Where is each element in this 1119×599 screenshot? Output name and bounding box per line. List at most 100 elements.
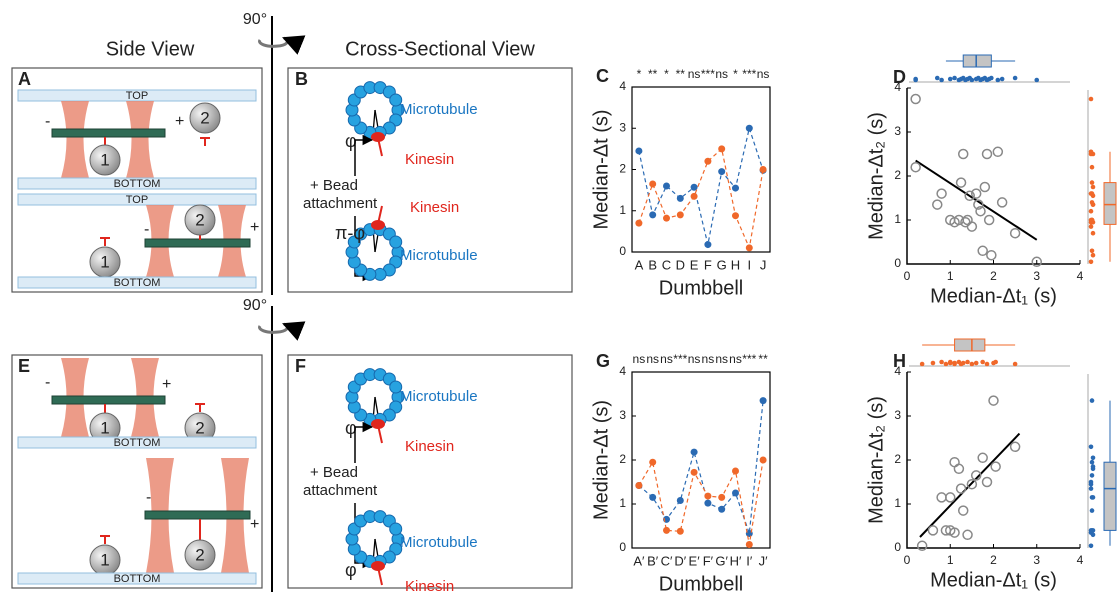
y-axis-label: Median-Δt₂ (s) — [865, 396, 887, 524]
marginal-dot — [1090, 218, 1095, 223]
marginal-dot — [1013, 362, 1018, 367]
marginal-dot — [913, 77, 918, 82]
data-point — [635, 482, 642, 489]
data-point — [677, 211, 684, 218]
data-point — [718, 145, 725, 152]
marginal-dot — [1091, 185, 1096, 190]
x-tick-label: B′ — [647, 553, 659, 568]
y-tick-label: 0 — [894, 256, 901, 270]
y-tick-label: 3 — [619, 408, 626, 422]
attachment-label: attachment — [303, 482, 378, 499]
x-tick-label: 4 — [1077, 553, 1084, 567]
marginal-dot — [1090, 180, 1095, 185]
data-point — [918, 541, 927, 550]
data-point — [635, 147, 642, 154]
marginal-dot — [920, 362, 925, 367]
marginal-dot — [974, 361, 979, 366]
polarity: + — [250, 516, 259, 533]
significance: * — [637, 67, 642, 81]
marginal-dot — [1091, 231, 1096, 236]
y-tick-label: 4 — [619, 79, 626, 93]
data-point — [704, 241, 711, 248]
marginal-dot — [944, 362, 949, 367]
marginal-dot — [1013, 76, 1018, 81]
series-line — [639, 128, 763, 244]
figure: Side ViewCross-Sectional View90°90°ATOP-… — [0, 0, 1119, 599]
y-tick-label: 2 — [894, 168, 901, 182]
marginal-dot — [970, 362, 975, 367]
data-point — [967, 222, 976, 231]
polarity: + — [250, 219, 259, 236]
x-tick-label: C — [662, 257, 671, 272]
rotation-arrow — [260, 324, 288, 332]
data-point — [663, 183, 670, 190]
data-point — [950, 458, 959, 467]
data-point — [732, 212, 739, 219]
rotation-label: 90° — [243, 11, 267, 28]
x-tick-label: H — [731, 257, 740, 272]
kinesin-label: Kinesin — [410, 199, 459, 216]
marginal-dot — [1090, 398, 1095, 403]
marginal-dot — [931, 361, 936, 366]
wall-label: TOP — [126, 194, 148, 206]
y-axis-label: Median-Δt₂ (s) — [865, 112, 887, 240]
data-point — [732, 185, 739, 192]
bead-label: 1 — [100, 150, 109, 169]
x-tick-label: 0 — [904, 269, 911, 283]
data-point — [760, 457, 767, 464]
y-tick-label: 1 — [894, 496, 901, 510]
data-point — [989, 396, 998, 405]
data-point — [677, 195, 684, 202]
x-tick-label: 4 — [1077, 269, 1084, 283]
bead-label: 2 — [195, 210, 204, 229]
wall-label: BOTTOM — [114, 437, 161, 449]
plot-frame — [632, 87, 770, 252]
data-point — [663, 215, 670, 222]
data-point — [957, 484, 966, 493]
marginal-dot — [952, 361, 957, 366]
marginal-dot — [1089, 486, 1094, 491]
kinesin-head — [371, 220, 385, 230]
kinesin-head — [371, 561, 385, 571]
wall-label: TOP — [126, 90, 148, 102]
data-point — [718, 494, 725, 501]
panel-letter: G — [596, 351, 610, 371]
significance: ns — [633, 352, 646, 366]
fit-line — [920, 434, 1019, 537]
marginal-dot — [948, 77, 953, 82]
significance: ns — [757, 67, 770, 81]
marginal-dot — [965, 360, 970, 365]
data-point — [978, 453, 987, 462]
polarity: - — [146, 489, 151, 506]
box — [1104, 183, 1116, 225]
marginal-dot — [1089, 209, 1094, 214]
bead-label: 2 — [200, 108, 209, 127]
data-point — [746, 541, 753, 548]
polarity: + — [162, 376, 171, 393]
marginal-dot — [1090, 191, 1095, 196]
marginal-dot — [1091, 253, 1096, 258]
data-point — [704, 493, 711, 500]
marginal-dot — [1090, 495, 1095, 500]
polarity: + — [175, 113, 184, 130]
microtubule-rod — [52, 396, 165, 404]
x-tick-label: H′ — [730, 553, 742, 568]
data-point — [649, 494, 656, 501]
box — [955, 339, 985, 351]
y-axis-label: Median-Δt (s) — [590, 109, 612, 229]
wall-label: BOTTOM — [114, 573, 161, 585]
marginal-dot — [996, 78, 1001, 83]
rotation-label: 90° — [243, 297, 267, 314]
data-point — [760, 166, 767, 173]
attachment-label: attachment — [303, 195, 378, 212]
marginal-dot — [1089, 480, 1094, 485]
rotation-arrow — [260, 38, 288, 46]
data-point — [649, 459, 656, 466]
x-tick-label: D′ — [674, 553, 686, 568]
y-tick-label: 2 — [894, 452, 901, 466]
kinesin-head — [371, 132, 385, 142]
y-tick-label: 0 — [894, 540, 901, 554]
marginal-dot — [980, 360, 985, 365]
y-tick-label: 3 — [894, 124, 901, 138]
data-point — [649, 180, 656, 187]
